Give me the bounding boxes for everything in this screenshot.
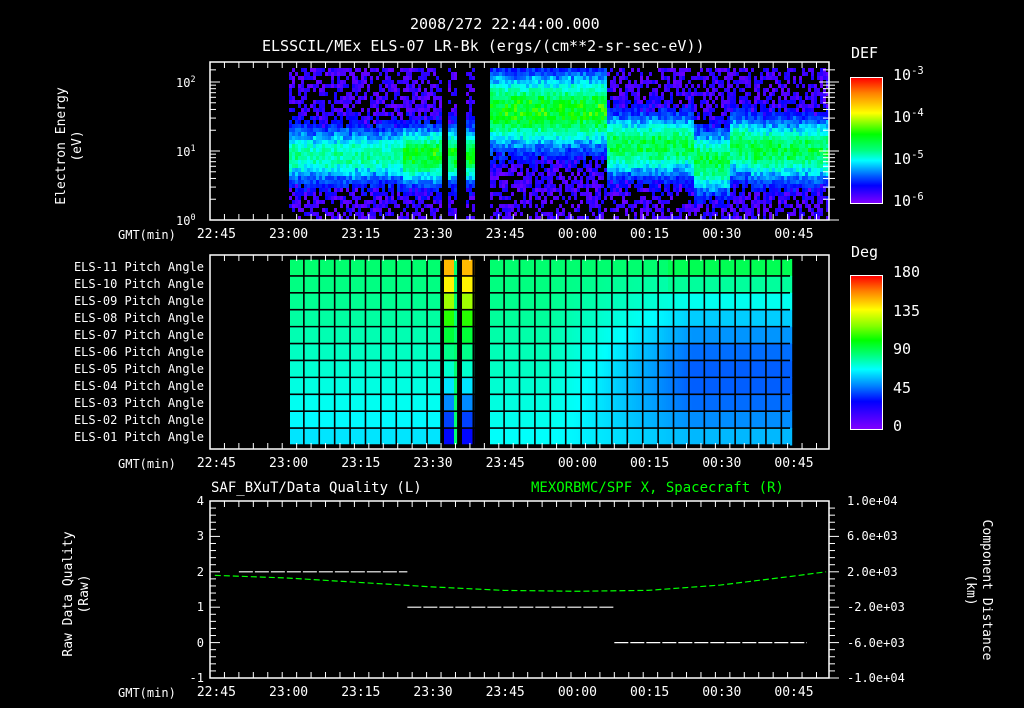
panel3-ytick-right: 1.0e+04	[847, 494, 898, 508]
panel2-colorbar	[850, 275, 883, 430]
panel1-cbar-tick-label: 10-3	[893, 65, 924, 84]
panel3-ytick-left: 4	[196, 494, 204, 508]
time-tick-label: 23:15	[341, 685, 381, 700]
time-tick-label: 00:15	[630, 227, 670, 242]
time-tick-label: 22:45	[196, 685, 236, 700]
panel2-cbar-tick-label: 135	[893, 301, 921, 320]
pitch-row-label: ELS-04 Pitch Angle	[73, 378, 204, 393]
panel2-cbar-tick-label: 45	[893, 378, 912, 397]
pitch-row-label: ELS-08 Pitch Angle	[73, 311, 204, 326]
time-tick-label: 23:45	[485, 685, 525, 700]
time-axis-prefix: GMT(min)	[118, 457, 176, 471]
time-tick-label: 23:15	[341, 227, 381, 242]
time-tick-label: 00:00	[557, 456, 597, 471]
time-tick-label: 00:45	[774, 685, 814, 700]
panel2-cbar-title: Deg	[851, 243, 879, 261]
panel3-ytick-right: -6.0e+03	[847, 635, 905, 650]
time-tick-label: 23:00	[269, 227, 309, 242]
time-tick-label: 23:30	[413, 227, 453, 242]
panel3-ytick-right: -1.0e+04	[847, 671, 905, 685]
panel1-cbar-tick-label: 10-5	[893, 149, 924, 168]
time-tick-label: 00:30	[702, 685, 742, 700]
time-tick-label: 00:45	[774, 227, 814, 242]
pitch-row-label: ELS-09 Pitch Angle	[73, 294, 204, 309]
time-axis-prefix: GMT(min)	[118, 686, 176, 700]
time-tick-label: 00:45	[774, 456, 814, 471]
pitch-row-label: ELS-01 Pitch Angle	[73, 429, 204, 444]
panel1-ytick-label: 100	[176, 212, 196, 228]
panel3-ytick-right: 6.0e+03	[847, 529, 898, 544]
time-tick-label: 23:45	[485, 456, 525, 471]
panel2-cbar-tick-label: 180	[893, 263, 921, 281]
time-tick-label: 23:15	[341, 456, 381, 471]
panel1-cbar-title: DEF	[851, 44, 879, 62]
time-axis-prefix: GMT(min)	[118, 228, 176, 242]
time-tick-label: 23:00	[269, 685, 309, 700]
time-tick-label: 00:00	[557, 685, 597, 700]
panel2-cbar-tick-label: 90	[893, 340, 912, 358]
panel3-ytick-left: 2	[196, 564, 204, 579]
pitch-row-label: ELS-03 Pitch Angle	[73, 395, 204, 410]
pitch-row-label: ELS-10 Pitch Angle	[73, 277, 204, 292]
panel1-ytick-label: 102	[176, 74, 196, 90]
time-tick-label: 23:00	[269, 456, 309, 471]
pitch-row-label: ELS-07 Pitch Angle	[73, 328, 204, 343]
time-tick-label: 00:30	[702, 456, 742, 471]
panel3-ytick-left: 0	[196, 635, 204, 650]
time-tick-label: 00:15	[630, 685, 670, 700]
panel3-ytick-left: -1	[189, 671, 204, 685]
panel3-title-right: MEXORBMC/SPF X, Spacecraft (R)	[531, 480, 784, 496]
pitch-row-label: ELS-06 Pitch Angle	[73, 345, 204, 359]
time-tick-label: 00:00	[557, 227, 597, 242]
pitch-row-label: ELS-11 Pitch Angle	[73, 260, 204, 275]
time-tick-label: 22:45	[196, 227, 236, 242]
time-tick-label: 22:45	[196, 456, 236, 471]
panel1-colorbar	[850, 77, 883, 204]
pitch-row-label: ELS-05 Pitch Angle	[73, 361, 204, 376]
plot-timestamp: 2008/272 22:44:00.000	[410, 15, 600, 33]
panel3-title-left: SAF_BXuT/Data Quality (L)	[211, 480, 422, 496]
panel3-ytick-left: 1	[196, 600, 204, 615]
panel2-cbar-tick-label: 0	[893, 417, 903, 435]
panel1-cbar-tick-label: 10-6	[893, 191, 924, 210]
panel3-ytick-right: 2.0e+03	[847, 564, 898, 579]
panel3-ytick-right: -2.0e+03	[847, 600, 905, 615]
plot-subtitle: ELSSCIL/MEx ELS-07 LR-Bk (ergs/(cm**2-sr…	[262, 37, 705, 55]
time-tick-label: 23:45	[485, 227, 525, 242]
time-tick-label: 23:30	[413, 685, 453, 700]
time-tick-label: 23:30	[413, 456, 453, 471]
panel1-cbar-tick-label: 10-4	[893, 107, 924, 126]
pitch-row-label: ELS-02 Pitch Angle	[73, 412, 204, 427]
panel3-ytick-left: 3	[196, 529, 204, 544]
time-tick-label: 00:15	[630, 456, 670, 471]
panel1-ytick-label: 101	[176, 143, 196, 159]
time-tick-label: 00:30	[702, 227, 742, 242]
